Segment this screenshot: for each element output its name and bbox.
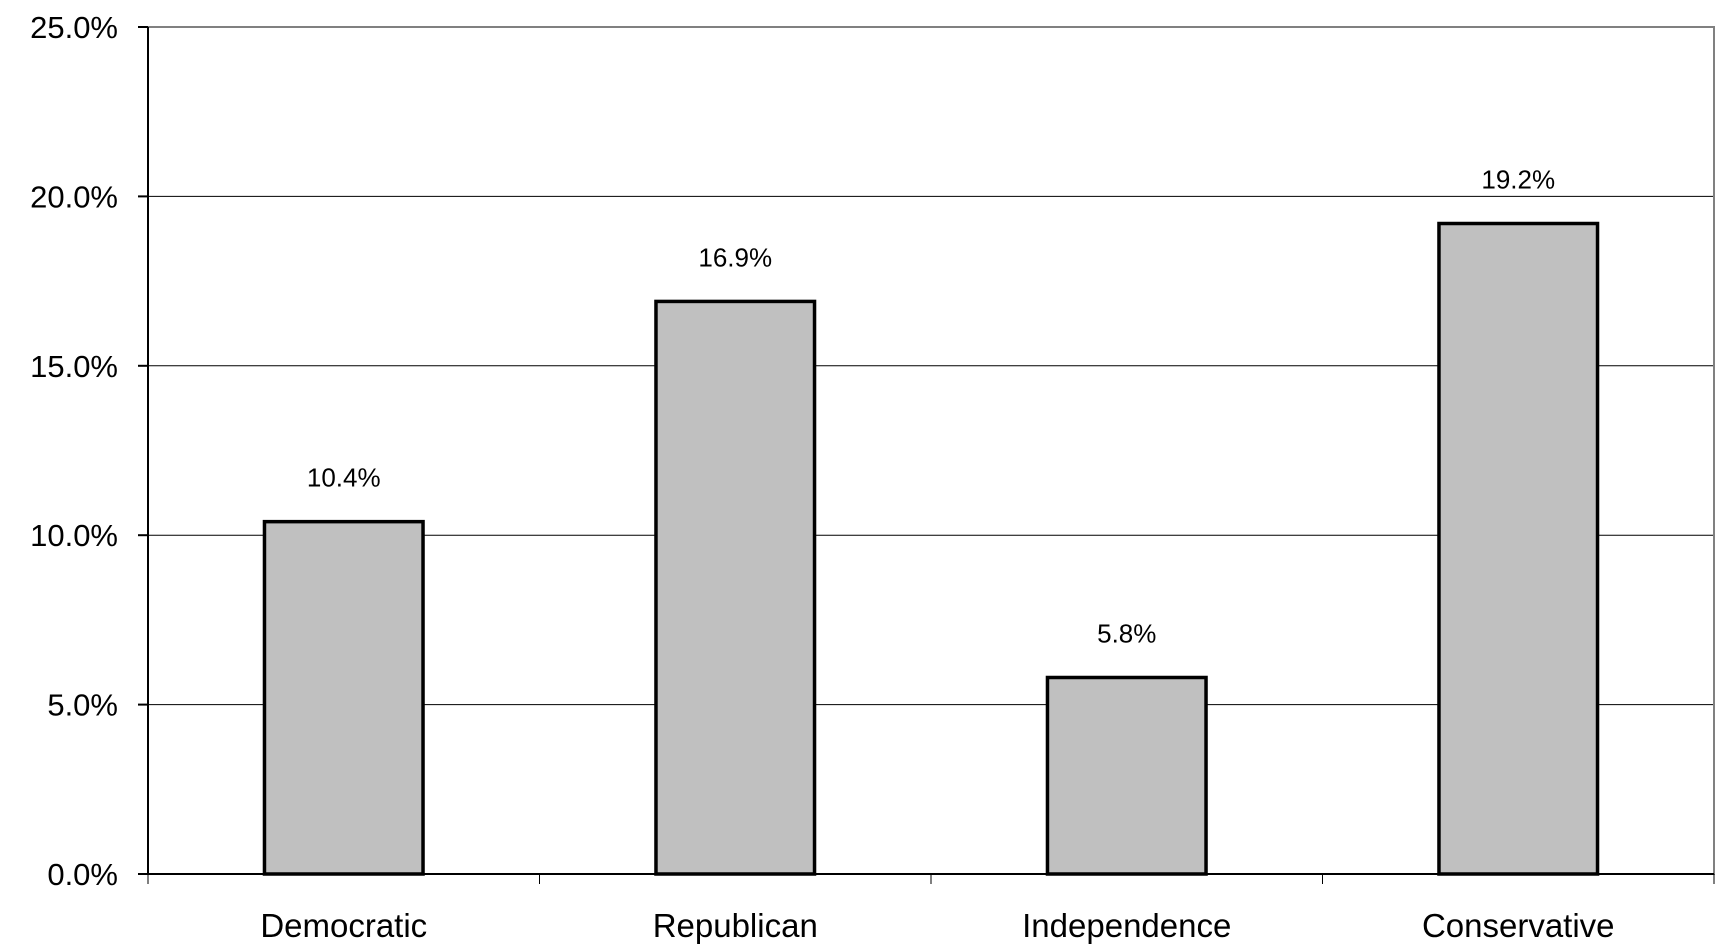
- y-tick-label: 5.0%: [47, 688, 118, 723]
- data-label-conservative: 19.2%: [1481, 165, 1555, 195]
- data-label-republican: 16.9%: [698, 242, 772, 272]
- y-tick-label: 20.0%: [30, 179, 118, 214]
- y-tick-label: 15.0%: [30, 349, 118, 384]
- category-labels: Democratic Republican Independence Conserva…: [260, 907, 1614, 944]
- y-tick-label: 10.0%: [30, 518, 118, 553]
- category-label-conservative: Conservative: [1422, 907, 1615, 944]
- x-axis-ticks: [147, 874, 1715, 884]
- data-label-democratic: 10.4%: [307, 463, 381, 493]
- bar-conservative: [1437, 221, 1600, 876]
- data-label-independence: 5.8%: [1097, 618, 1156, 648]
- category-label-republican: Republican: [653, 907, 818, 944]
- bars: [262, 221, 1600, 876]
- data-labels: 10.4% 16.9% 5.8% 19.2%: [307, 165, 1555, 649]
- bar-democratic: [262, 519, 425, 876]
- bar-independence: [1045, 675, 1208, 876]
- category-label-democratic: Democratic: [260, 907, 427, 944]
- y-tick-label: 0.0%: [47, 857, 118, 892]
- bar-republican: [654, 299, 817, 876]
- y-tick-label: 25.0%: [30, 10, 118, 45]
- y-axis-ticks: 0.0% 5.0% 10.0% 15.0% 20.0% 25.0%: [30, 10, 148, 892]
- category-label-independence: Independence: [1022, 907, 1231, 944]
